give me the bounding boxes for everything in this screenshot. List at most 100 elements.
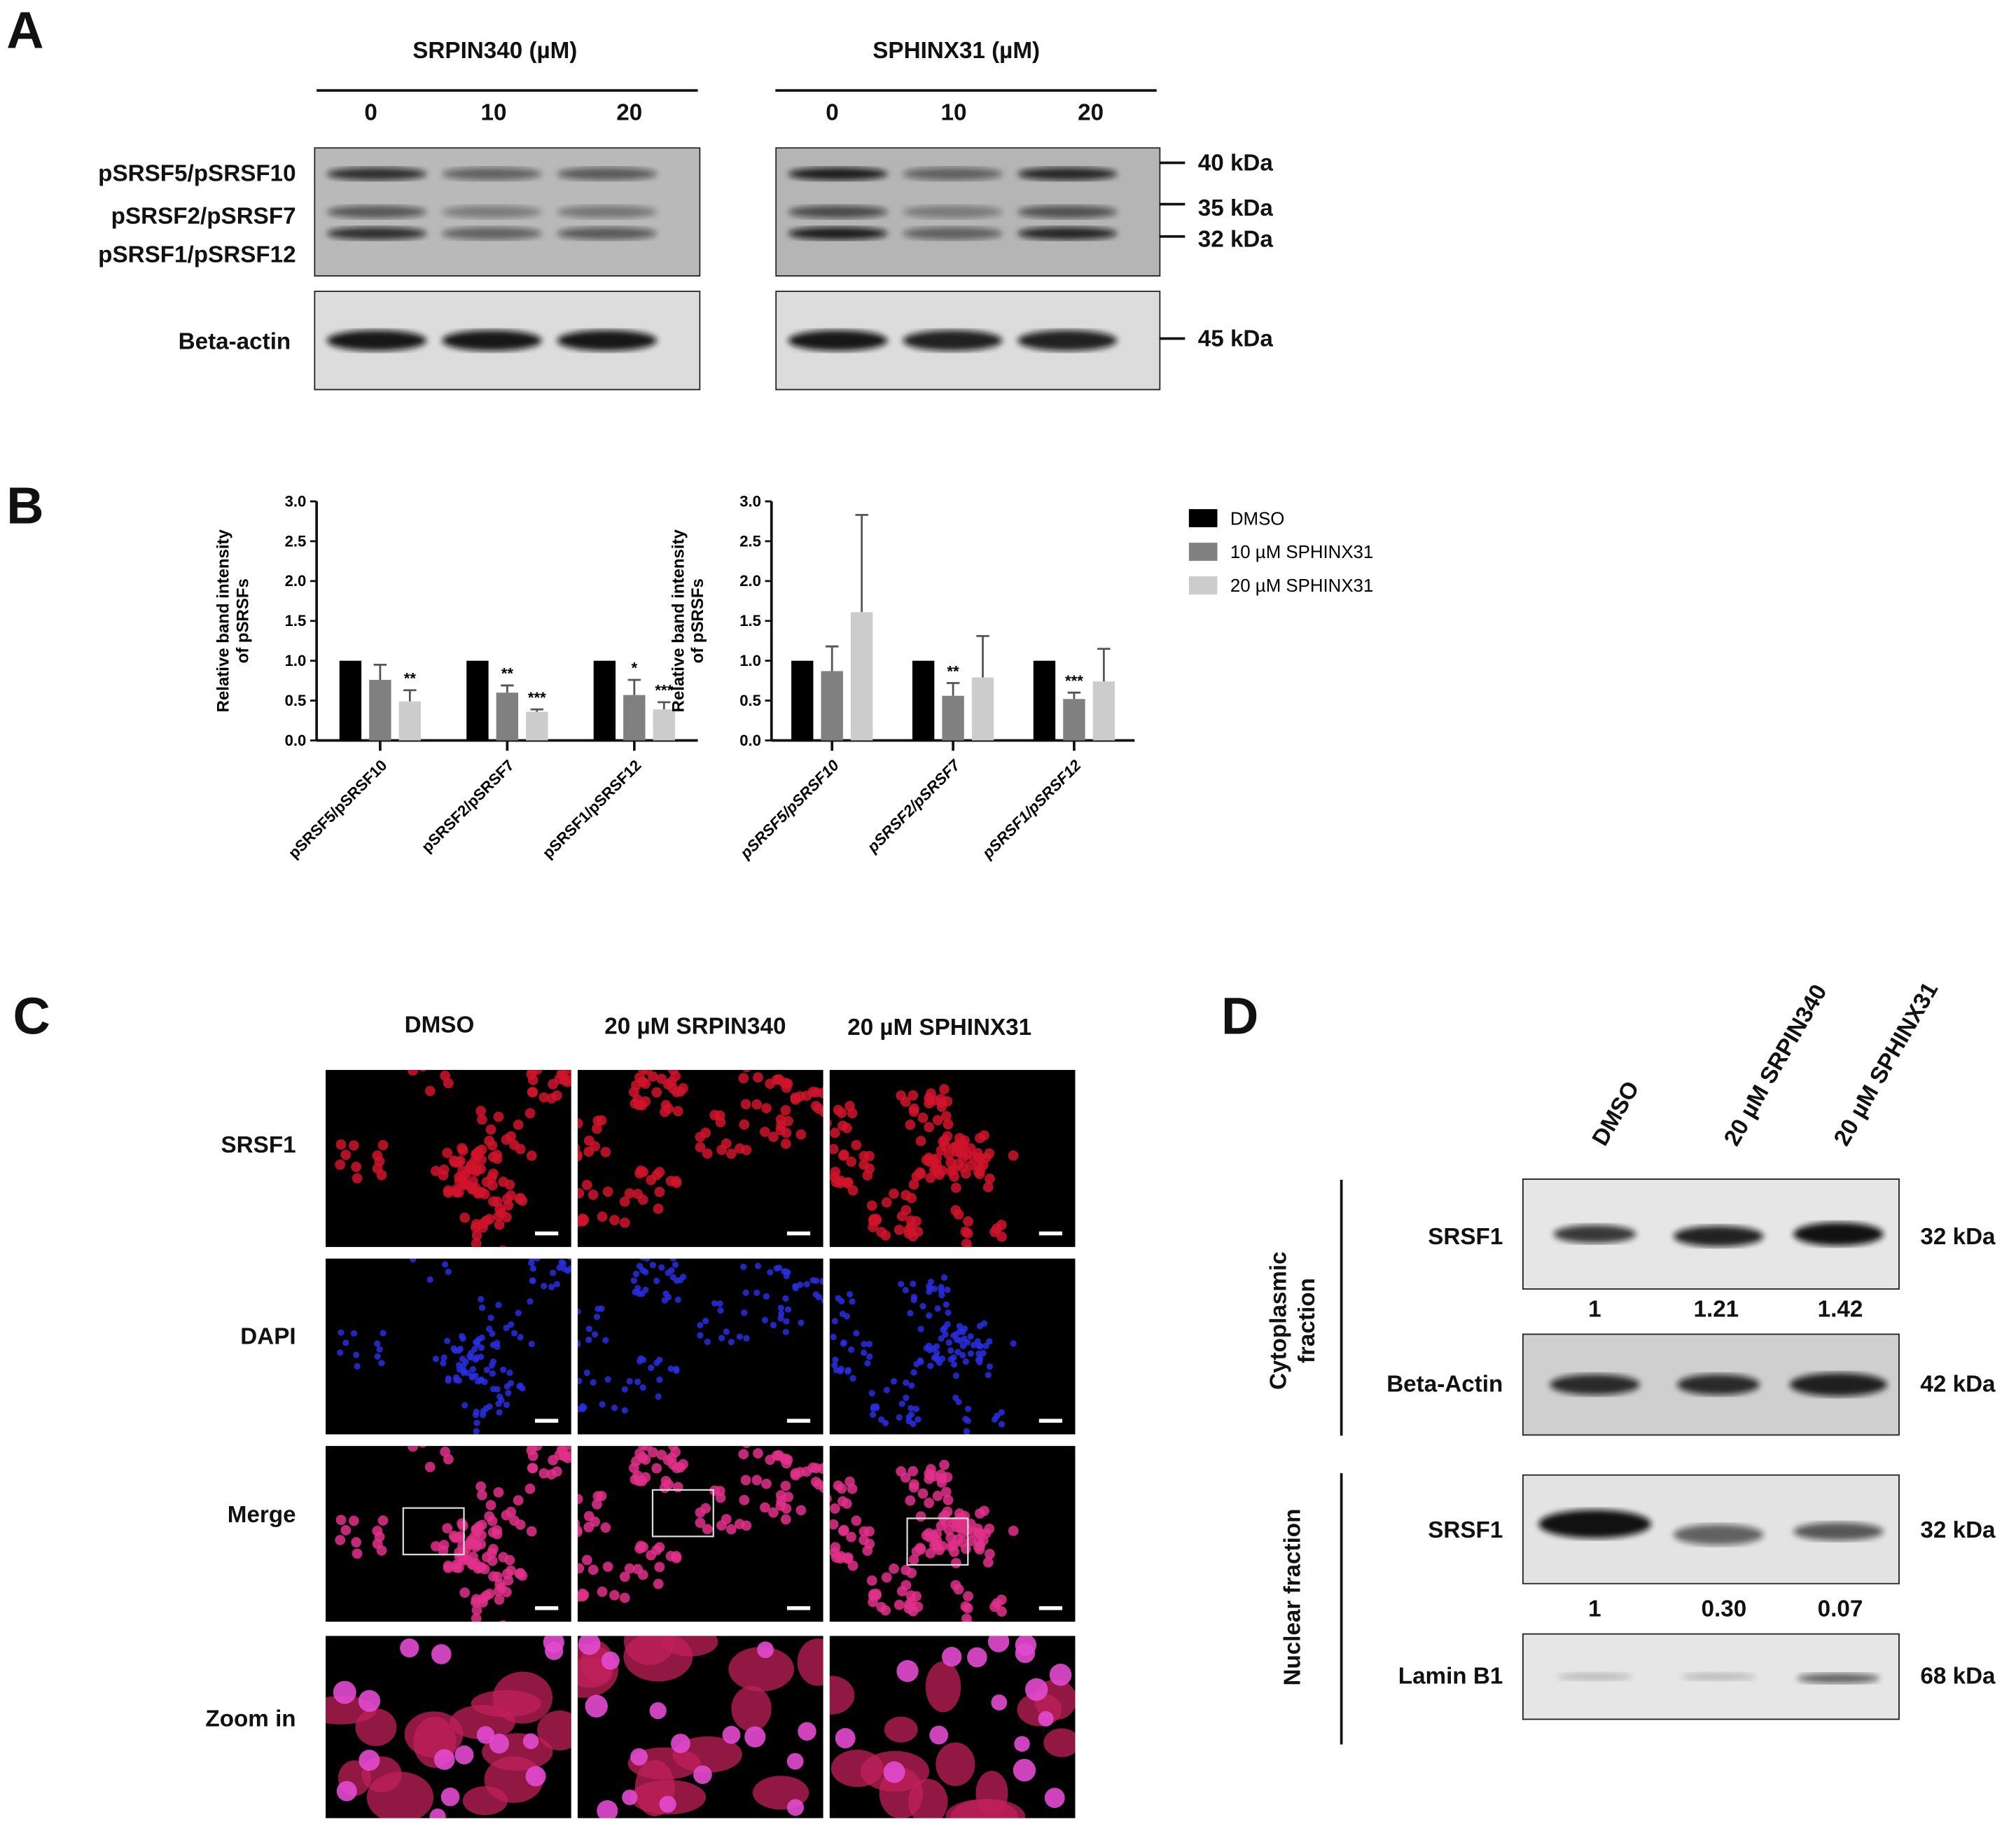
cell xyxy=(894,1225,905,1235)
cell xyxy=(866,1353,873,1360)
cell xyxy=(408,1446,418,1452)
cell xyxy=(526,1150,537,1162)
cell xyxy=(621,1407,628,1414)
y-tick-label: 0.5 xyxy=(285,692,307,709)
cell xyxy=(961,1325,968,1332)
cell xyxy=(624,1188,635,1199)
cell xyxy=(376,1346,383,1353)
cell xyxy=(838,1297,845,1304)
cell xyxy=(651,1463,662,1474)
y-axis-label: Relative band intensityof pSRSFs xyxy=(214,529,253,712)
cell xyxy=(945,1309,952,1316)
western-blot-psrsf-sphinx31 xyxy=(775,147,1161,277)
nucleus xyxy=(967,1647,987,1668)
cell xyxy=(741,1309,748,1316)
y-tick-label: 0.0 xyxy=(739,732,761,749)
cell xyxy=(656,1376,663,1384)
cell xyxy=(450,1157,461,1168)
cell xyxy=(829,1519,839,1530)
cell xyxy=(478,1344,485,1351)
cell xyxy=(982,1342,989,1349)
cell xyxy=(985,1372,992,1379)
scale-bar xyxy=(1038,1419,1063,1423)
cell xyxy=(503,1324,510,1332)
band xyxy=(1557,1672,1633,1681)
bar xyxy=(821,671,843,741)
cell xyxy=(505,1389,512,1397)
cell xyxy=(515,1143,526,1155)
cell xyxy=(488,1196,499,1207)
cell xyxy=(651,1087,662,1098)
cell xyxy=(581,1179,592,1190)
cell xyxy=(754,1262,762,1269)
western-blot-actin-srpin340 xyxy=(314,291,701,391)
cell xyxy=(963,1619,973,1622)
cell xyxy=(498,1552,509,1563)
band xyxy=(557,167,658,181)
cell xyxy=(631,1080,641,1091)
cell xyxy=(478,1295,485,1303)
cell xyxy=(600,1522,611,1533)
cell xyxy=(926,1288,933,1295)
marker-tick xyxy=(1159,235,1186,238)
cell xyxy=(669,1258,676,1262)
cell xyxy=(487,1140,498,1151)
band xyxy=(326,330,427,351)
nucleus xyxy=(1049,1664,1072,1686)
micrograph-dapi xyxy=(577,1258,823,1435)
bar xyxy=(339,660,362,741)
cell xyxy=(963,1428,970,1435)
cell xyxy=(527,1446,538,1451)
zoom-region-box xyxy=(651,1489,714,1538)
cell xyxy=(777,1304,784,1311)
cell xyxy=(742,1070,751,1073)
cell xyxy=(908,1405,915,1412)
cell xyxy=(915,1136,926,1146)
cell xyxy=(442,1148,453,1158)
band xyxy=(442,227,542,240)
lane-label: 10 xyxy=(480,99,507,126)
cell xyxy=(695,1142,706,1153)
cell xyxy=(438,1164,450,1175)
cell xyxy=(790,1468,801,1479)
cell xyxy=(765,1078,776,1089)
cell xyxy=(896,1466,907,1477)
significance-marker: ** xyxy=(947,662,959,680)
cell xyxy=(335,1159,346,1170)
cell xyxy=(943,1119,954,1130)
cell xyxy=(777,1315,784,1322)
cell xyxy=(1010,1340,1017,1347)
cell xyxy=(640,1096,651,1107)
cell xyxy=(881,1572,892,1583)
cell xyxy=(630,1277,637,1284)
cell xyxy=(902,1286,909,1294)
cell xyxy=(440,1354,447,1361)
cell xyxy=(592,1123,602,1134)
cell xyxy=(443,1078,454,1089)
cell xyxy=(925,1172,936,1183)
row-label: pSRSF1/pSRSF12 xyxy=(98,242,296,268)
cell xyxy=(461,1402,468,1409)
column-header: 20 µM SRPIN340 xyxy=(604,1012,786,1039)
nucleus xyxy=(454,1745,474,1764)
cell xyxy=(912,1405,920,1412)
cell xyxy=(477,1114,487,1125)
cell xyxy=(934,1305,941,1312)
cell xyxy=(976,1358,983,1365)
cell xyxy=(753,1072,763,1083)
marker-label: 40 kDa xyxy=(1197,150,1273,176)
cell xyxy=(637,1358,644,1365)
cell xyxy=(803,1281,810,1288)
cell xyxy=(442,1261,449,1268)
cell xyxy=(471,1594,482,1605)
nucleus xyxy=(601,1651,620,1670)
cell xyxy=(459,1587,471,1598)
cell xyxy=(951,1361,958,1368)
band xyxy=(903,330,1003,351)
cell xyxy=(985,1548,995,1559)
row-label: Zoom in xyxy=(205,1706,296,1732)
cell xyxy=(501,1587,512,1598)
cell xyxy=(642,1286,649,1293)
nucleus xyxy=(525,1766,546,1787)
panel-d-label: D xyxy=(1221,988,1259,1046)
